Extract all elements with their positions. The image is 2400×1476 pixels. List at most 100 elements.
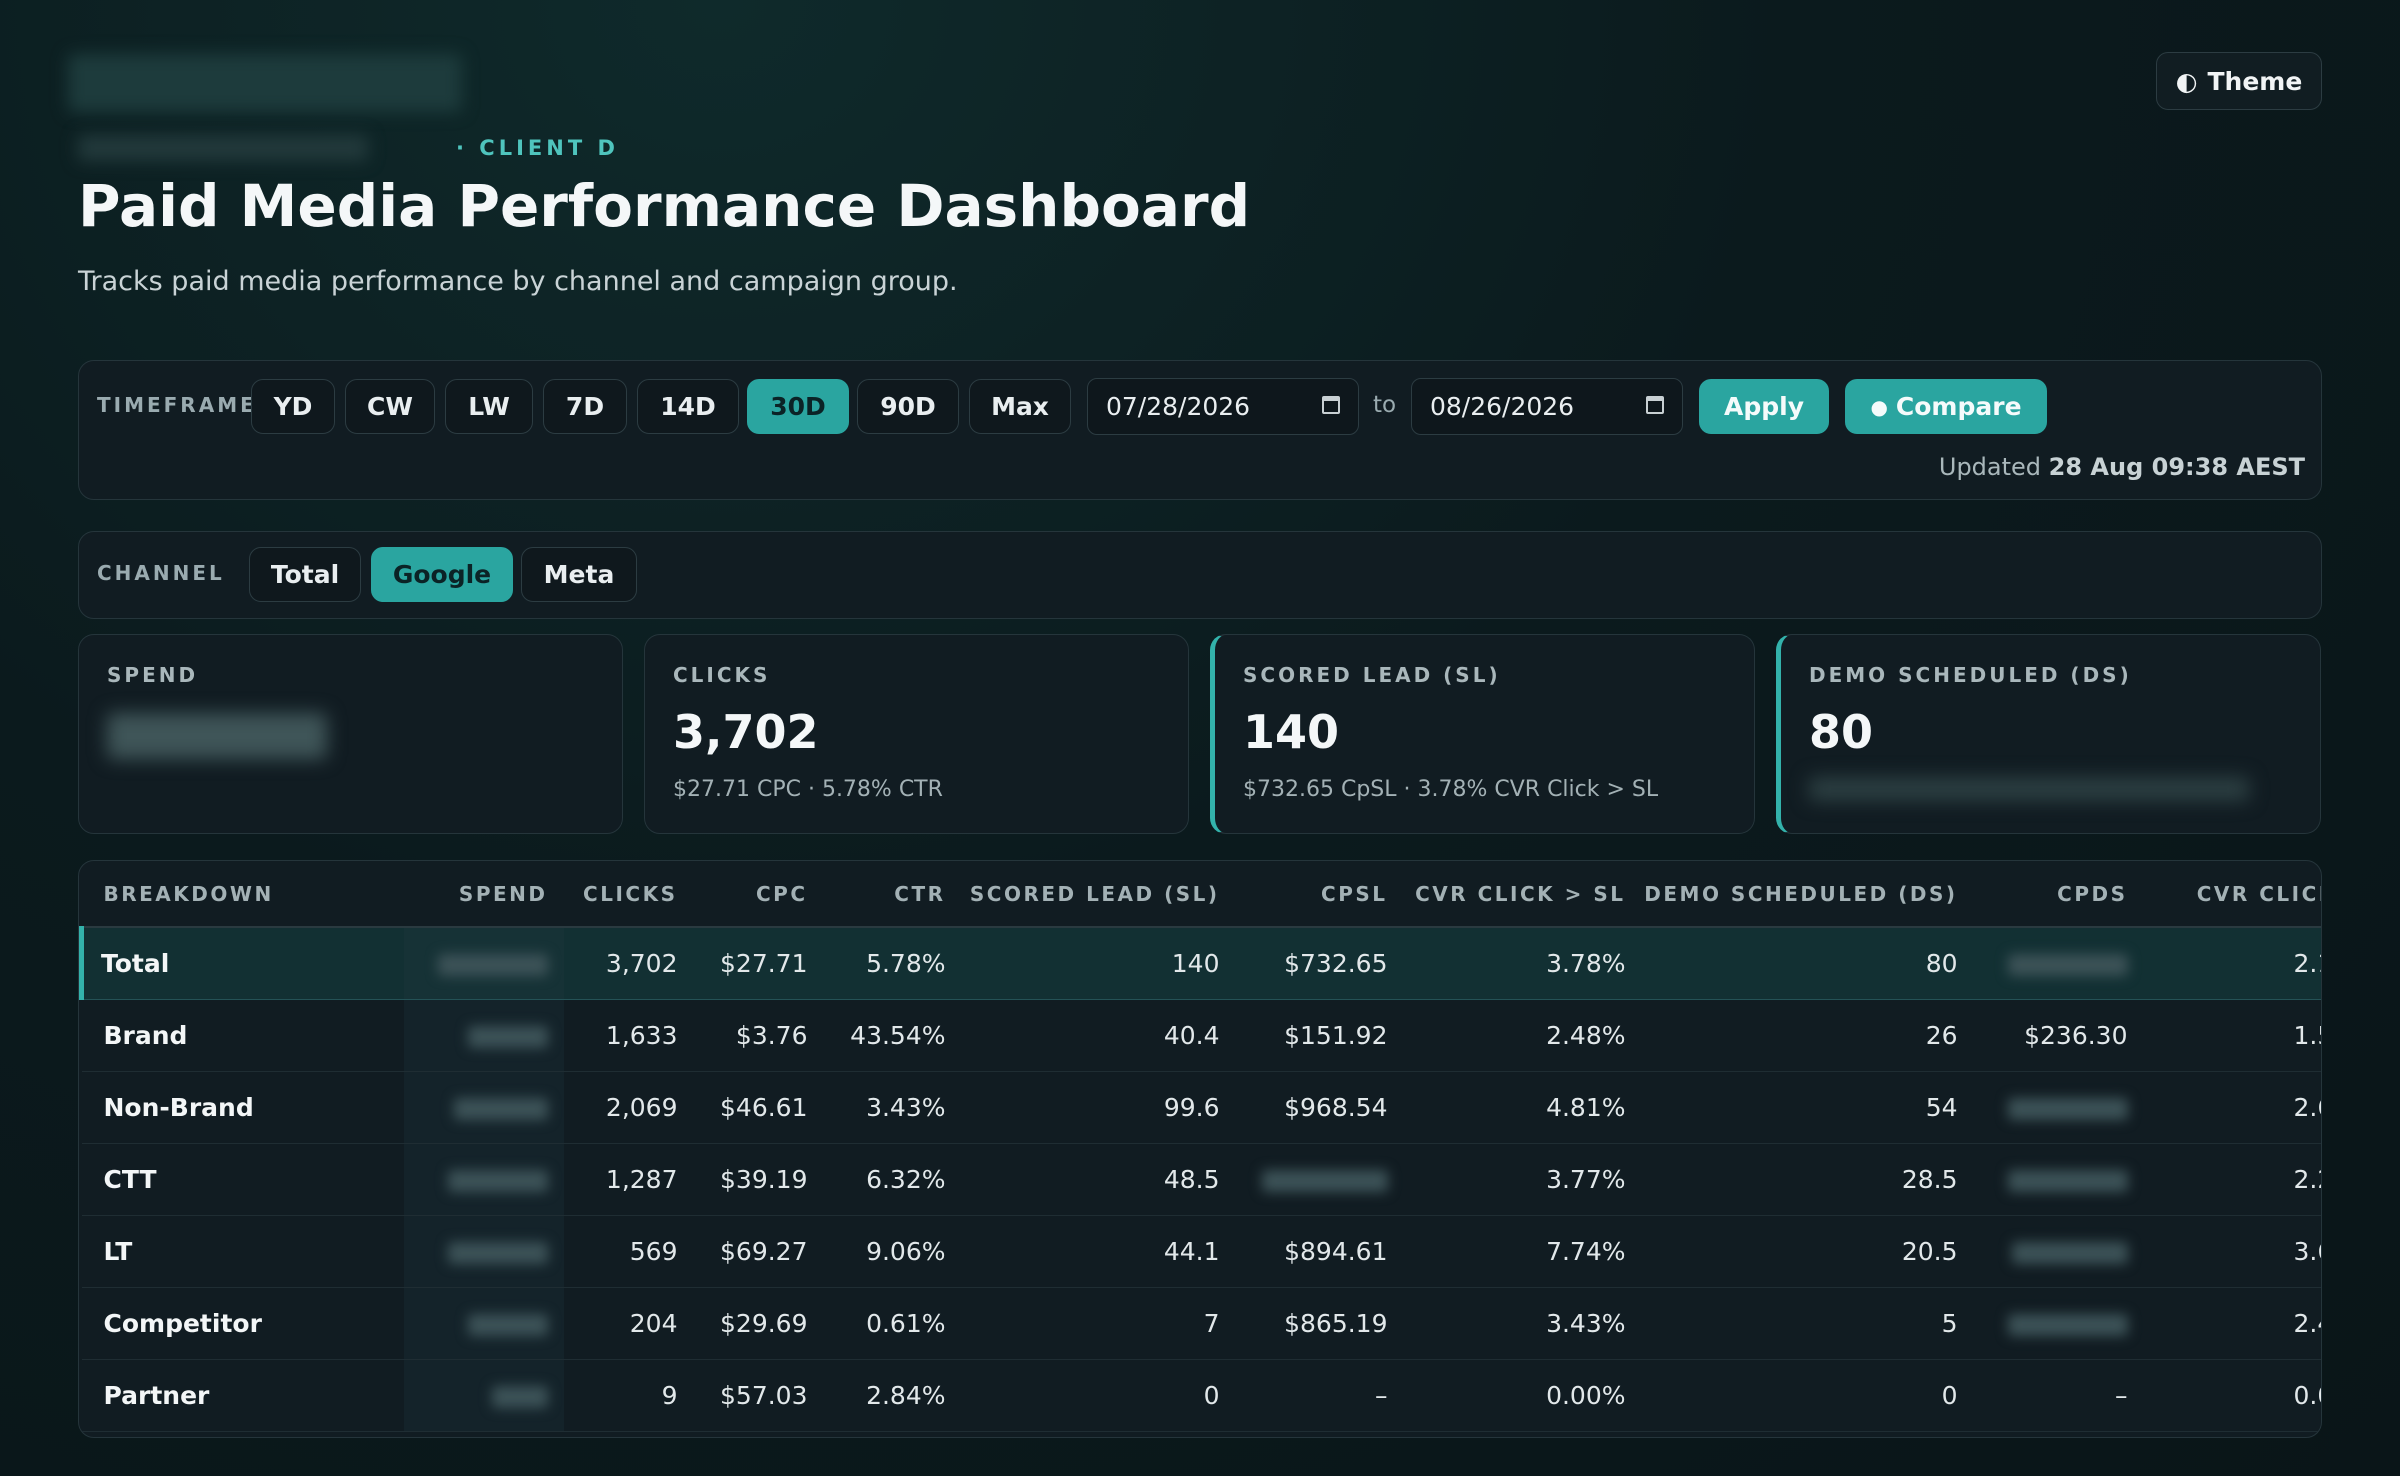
ctr-cell: 6.32% (823, 1143, 962, 1216)
cvr-sl-cell: 4.81% (1403, 1071, 1642, 1144)
spend-cell-redacted (403, 1287, 564, 1360)
ds-cell: 26 (1641, 999, 1974, 1072)
table-row[interactable]: Brand 1,633 $3.76 43.54% 40.4 $151.92 2.… (81, 999, 2321, 1072)
kpi-value: 3,702 (673, 705, 819, 759)
column-header[interactable]: SCORED LEAD (SL) (961, 861, 1236, 928)
table-row[interactable]: Competitor 204 $29.69 0.61% 7 $865.19 3.… (81, 1287, 2321, 1360)
cpc-cell: $57.03 (693, 1359, 824, 1432)
sl-cell: 48.5 (961, 1143, 1236, 1216)
table-row[interactable]: CTT 1,287 $39.19 6.32% 48.5 3.77% 28.5 2… (81, 1143, 2321, 1216)
cpc-cell: $27.71 (693, 927, 824, 1000)
cpsl-cell: $968.54 (1235, 1071, 1404, 1144)
clicks-cell: 569 (563, 1215, 694, 1288)
timeframe-30d-button[interactable]: 30D (747, 379, 849, 434)
clicks-cell: 204 (563, 1287, 694, 1360)
channel-total-button[interactable]: Total (249, 547, 361, 602)
cpds-cell-redacted (1973, 1143, 2144, 1216)
start-date-input[interactable]: 07/28/2026 (1087, 378, 1359, 435)
end-date-input[interactable]: 08/26/2026 (1411, 378, 1683, 435)
cpc-cell: $29.69 (693, 1287, 824, 1360)
cvr-ds-cell: 1.5 (2143, 999, 2321, 1072)
dot-icon: ● (1870, 394, 1888, 419)
clicks-cell: 1,633 (563, 999, 694, 1072)
brand-logo (68, 54, 462, 112)
cvr-ds-cell: 3.6 (2143, 1215, 2321, 1288)
theme-toggle-button[interactable]: ◐ Theme (2156, 52, 2322, 110)
column-header[interactable]: CVR CLICK > (2143, 861, 2321, 928)
ctr-cell: 0.61% (823, 1287, 962, 1360)
breakdown-table: BREAKDOWN SPEND CLICKS CPC CTR SCORED LE… (78, 860, 2322, 1438)
clicks-cell: 9 (563, 1359, 694, 1432)
timeframe-label: TIMEFRAME (97, 393, 257, 417)
column-header[interactable]: CVR CLICK > SL (1403, 861, 1642, 928)
column-header[interactable]: CPC (693, 861, 824, 928)
timeframe-panel: TIMEFRAME YD CW LW 7D 14D 30D 90D Max 07… (78, 360, 2322, 500)
channel-meta-button[interactable]: Meta (521, 547, 637, 602)
cpds-cell-redacted (1973, 927, 2144, 1000)
table-row[interactable]: Non-Brand 2,069 $46.61 3.43% 99.6 $968.5… (81, 1071, 2321, 1144)
sl-cell: 0 (961, 1359, 1236, 1432)
table-header-row: BREAKDOWN SPEND CLICKS CPC CTR SCORED LE… (81, 861, 2321, 928)
cpsl-cell: $732.65 (1235, 927, 1404, 1000)
sl-cell: 40.4 (961, 999, 1236, 1072)
cpsl-cell: $151.92 (1235, 999, 1404, 1072)
kpi-subtext: $27.71 CPC · 5.78% CTR (673, 777, 943, 802)
cpds-cell-redacted (1973, 1215, 2144, 1288)
channel-google-button[interactable]: Google (371, 547, 513, 602)
row-label: Non-Brand (81, 1071, 404, 1144)
table-row-total[interactable]: Total 3,702 $27.71 5.78% 140 $732.65 3.7… (79, 927, 2321, 1000)
row-label: Brand (81, 999, 404, 1072)
cvr-ds-cell: 0.0 (2143, 1359, 2321, 1432)
table-row[interactable]: Partner 9 $57.03 2.84% 0 – 0.00% 0 – 0.0 (81, 1359, 2321, 1432)
row-label: Competitor (81, 1287, 404, 1360)
timeframe-max-button[interactable]: Max (969, 379, 1071, 434)
ds-cell: 54 (1641, 1071, 1974, 1144)
cpds-cell: $236.30 (1973, 999, 2144, 1072)
cvr-sl-cell: 7.74% (1403, 1215, 1642, 1288)
table-row[interactable]: LT 569 $69.27 9.06% 44.1 $894.61 7.74% 2… (81, 1215, 2321, 1288)
timeframe-14d-button[interactable]: 14D (637, 379, 739, 434)
ctr-cell: 9.06% (823, 1215, 962, 1288)
column-header[interactable]: DEMO SCHEDULED (DS) (1641, 861, 1974, 928)
row-label: Partner (81, 1359, 404, 1432)
client-label: · CLIENT D (456, 136, 619, 160)
page-title: Paid Media Performance Dashboard (78, 172, 1251, 240)
timeframe-cw-button[interactable]: CW (345, 379, 435, 434)
timeframe-yd-button[interactable]: YD (251, 379, 335, 434)
column-header[interactable]: CPDS (1973, 861, 2144, 928)
column-header[interactable]: BREAKDOWN (81, 861, 404, 928)
spend-cell-redacted (403, 999, 564, 1072)
ctr-cell: 5.78% (823, 927, 962, 1000)
sl-cell: 7 (961, 1287, 1236, 1360)
calendar-icon[interactable] (1646, 396, 1664, 414)
spend-cell-redacted (403, 927, 564, 1000)
cpsl-cell-redacted (1235, 1143, 1404, 1216)
compare-button-label: Compare (1895, 392, 2022, 421)
start-date-value: 07/28/2026 (1106, 392, 1251, 421)
column-header[interactable]: CPSL (1235, 861, 1404, 928)
ds-cell: 5 (1641, 1287, 1974, 1360)
cvr-ds-cell: 2.1 (2143, 927, 2321, 1000)
timeframe-90d-button[interactable]: 90D (857, 379, 959, 434)
cpsl-cell: $865.19 (1235, 1287, 1404, 1360)
column-header[interactable]: CLICKS (563, 861, 694, 928)
cpc-cell: $69.27 (693, 1215, 824, 1288)
column-header[interactable]: CTR (823, 861, 962, 928)
timeframe-lw-button[interactable]: LW (445, 379, 533, 434)
sl-cell: 99.6 (961, 1071, 1236, 1144)
kpi-card-clicks: CLICKS 3,702 $27.71 CPC · 5.78% CTR (644, 634, 1189, 834)
apply-button[interactable]: Apply (1699, 379, 1829, 434)
cvr-ds-cell: 2.4 (2143, 1287, 2321, 1360)
channel-panel: CHANNEL Total Google Meta (78, 531, 2322, 619)
clicks-cell: 2,069 (563, 1071, 694, 1144)
kpi-label: DEMO SCHEDULED (DS) (1809, 663, 2132, 687)
calendar-icon[interactable] (1322, 396, 1340, 414)
kpi-subtext: $732.65 CpSL · 3.78% CVR Click > SL (1243, 777, 1659, 802)
timeframe-7d-button[interactable]: 7D (543, 379, 627, 434)
kpi-subtext-redacted (1809, 777, 2249, 801)
ds-cell: 80 (1641, 927, 1974, 1000)
cpsl-cell: – (1235, 1359, 1404, 1432)
column-header[interactable]: SPEND (403, 861, 564, 928)
cpds-cell-redacted (1973, 1071, 2144, 1144)
compare-button[interactable]: ● Compare (1845, 379, 2047, 434)
